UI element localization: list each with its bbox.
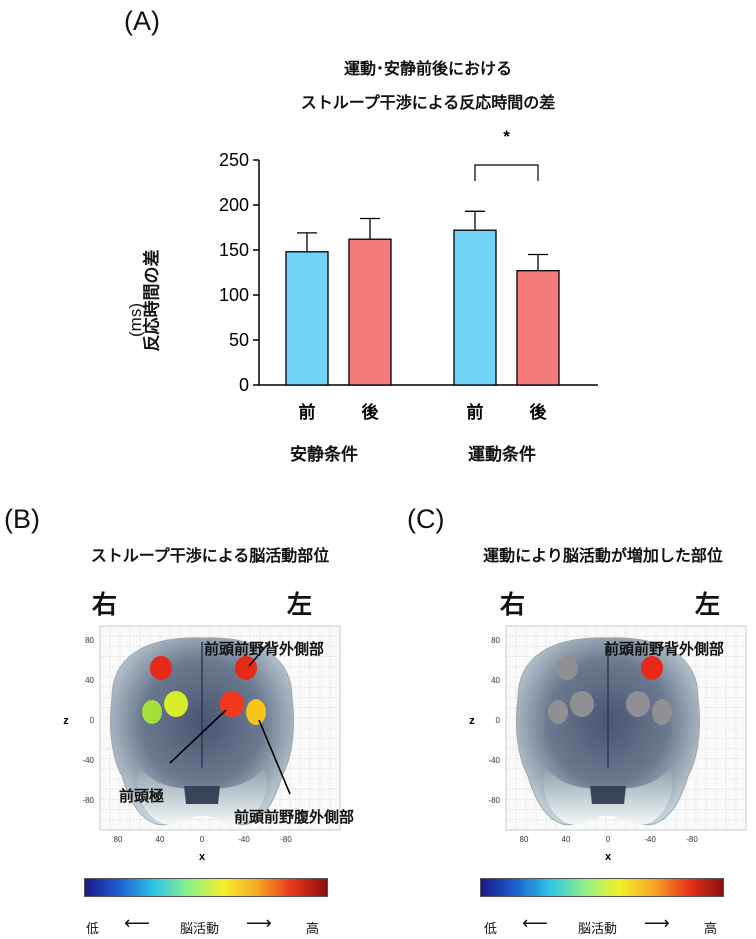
activation-spot [246,699,266,725]
arrow-right-icon-c: ⟶ [644,913,670,934]
z-tick-label: -80 [488,796,500,805]
significance-bracket [474,164,539,181]
inactive-spot [556,656,578,680]
arrow-left-icon-c: ⟵ [522,913,548,934]
category-label: 後 [530,402,548,422]
inactive-spot [548,700,568,724]
scale-high-c: 高 [704,922,718,937]
arrow-left-icon-b: ⟵ [124,913,150,934]
x-tick-label: -40 [644,835,656,844]
panel-c-right-label: 右 [500,590,526,619]
panel-b-right-label: 右 [92,590,118,619]
z-axis-label: z [469,715,475,727]
colorbar-c [480,878,724,897]
panel-b-title: ストループ干渉による脳活動部位 [90,546,330,565]
activation-spot [641,656,663,680]
x-tick-label: 0 [606,835,611,844]
z-axis-label: z [63,715,69,727]
scale-high-b: 高 [306,922,320,937]
y-tick-label: 150 [219,240,249,260]
x-tick-label: 80 [520,835,529,844]
z-tick-label: 0 [496,716,501,725]
bar [453,229,497,386]
z-tick-label: 40 [491,676,500,685]
annot-vlpfc: 前頭前野腹外側部 [234,808,355,826]
panel-c-title: 運動により脳活動が増加した部位 [483,546,723,565]
panel-c-label: (C) [407,504,445,534]
leader-line-fp [169,709,227,764]
panel-a-label: (A) [124,6,160,36]
y-tick-label: 100 [219,285,249,305]
inactive-spot [652,699,672,725]
leader-line-vlpfc [258,719,291,795]
inactive-spot [570,691,594,717]
x-tick-label: 40 [156,835,165,844]
x-tick-label: -80 [686,835,698,844]
arrow-right-icon-b: ⟶ [246,913,272,934]
y-tick-label: 200 [219,195,249,215]
chart-title-line1: 運動･安静前後における [343,59,512,78]
bar-chart: 0 50 100 150 200 250 前 後 前 後 * [219,127,598,422]
z-tick-label: 80 [491,636,500,645]
x-tick-label: -40 [238,835,250,844]
bar [285,251,329,386]
annot-frontal-pole: 前頭極 [119,787,165,805]
x-tick-label: 80 [114,835,123,844]
brain-map-c: 80 40 0 -40 -80 80 40 0 -40 -80 x z [469,625,747,863]
brain-map-b: 80 40 0 -40 -80 80 40 0 -40 -80 x z [63,625,341,863]
x-axis-label: x [605,851,612,863]
annot-dlpfc-b: 前頭前野背外側部 [204,640,325,658]
activation-spot [164,691,188,717]
leader-line-dlpfc [248,643,269,667]
group-label-rest: 安静条件 [290,445,358,465]
panel-b-left-label: 左 [287,590,313,619]
scale-mid-b: 脳活動 [180,922,220,937]
z-tick-label: 40 [85,676,94,685]
scale-low-b: 低 [86,922,100,937]
activation-spot [150,656,172,680]
y-tick-label: 0 [239,375,249,395]
scale-low-c: 低 [484,922,498,937]
brain-stem [184,786,220,804]
x-axis-label: x [199,851,206,863]
z-tick-label: -40 [488,756,500,765]
panel-c-left-label: 左 [695,590,721,619]
bar [516,270,560,386]
significance-star: * [503,127,510,146]
x-tick-label: 40 [562,835,571,844]
z-tick-label: 0 [90,716,95,725]
scale-mid-c: 脳活動 [578,922,618,937]
z-tick-label: -80 [82,796,94,805]
y-tick-label: 250 [219,150,249,170]
category-label: 前 [299,402,316,422]
group-label-exercise: 運動条件 [468,445,536,465]
chart-title-line2: ストループ干渉による反応時間の差 [300,93,556,112]
x-tick-label: 0 [200,835,205,844]
z-tick-label: 80 [85,636,94,645]
activation-spot [142,700,162,724]
panel-b-label: (B) [4,504,40,534]
y-tick-label: 50 [229,330,249,350]
x-tick-label: -80 [280,835,292,844]
inactive-spot [626,691,650,717]
category-label: 後 [362,402,380,422]
annot-dlpfc-c: 前頭前野背外側部 [604,640,725,658]
brain-stem [590,786,626,804]
bar [348,238,392,386]
z-tick-label: -40 [82,756,94,765]
colorbar-b [84,878,328,897]
category-label: 前 [467,402,484,422]
